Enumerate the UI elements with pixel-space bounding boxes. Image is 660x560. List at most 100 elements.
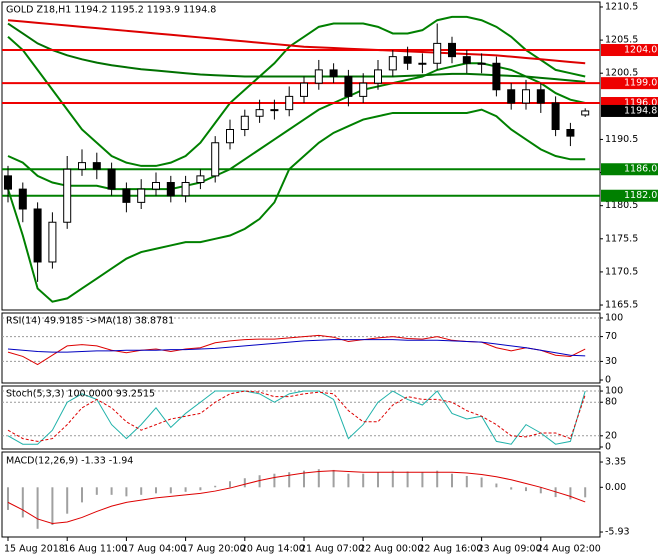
- histogram-bar: [184, 487, 187, 492]
- candle-body: [314, 69, 323, 84]
- y-tick-label: 100: [605, 386, 623, 397]
- histogram-bar: [258, 475, 261, 488]
- histogram-bar: [569, 487, 572, 500]
- candle-body: [107, 168, 116, 190]
- overlay-line: [7, 19, 586, 65]
- candle-body: [78, 162, 86, 170]
- candle-body: [433, 42, 442, 64]
- histogram-bar: [317, 469, 320, 488]
- panel-frame: [1, 1, 601, 311]
- histogram-bar: [421, 472, 424, 488]
- y-tick-label: 100: [605, 312, 623, 323]
- histogram-bar: [584, 487, 587, 498]
- level-label-box: [601, 189, 658, 202]
- level-label: 1199.0: [624, 78, 657, 89]
- panel-title: MACD(12,26,9) -1.33 -1.94: [6, 456, 133, 467]
- x-tick-label: 20 Aug 14:00: [241, 544, 305, 555]
- candle-body: [507, 89, 516, 104]
- histogram-bar: [21, 487, 24, 518]
- panel-frame: [1, 451, 601, 538]
- x-tick-label: 16 Aug 11:00: [63, 544, 127, 555]
- candle-body: [255, 109, 264, 117]
- candle-body: [33, 208, 42, 263]
- candle-body: [63, 168, 72, 223]
- candle-body: [122, 188, 131, 203]
- y-tick-label: 70: [605, 331, 617, 342]
- y-tick-label: 1190.5: [605, 134, 638, 145]
- histogram-bar: [199, 487, 202, 491]
- candle-body: [329, 69, 338, 78]
- histogram-bar: [125, 487, 128, 497]
- candle-body: [477, 62, 486, 65]
- histogram-bar: [510, 487, 513, 490]
- histogram-bar: [36, 487, 39, 529]
- histogram-bar: [406, 471, 409, 488]
- histogram-bar: [140, 487, 143, 495]
- y-tick-label: 20: [605, 430, 617, 441]
- histogram-bar: [525, 487, 527, 492]
- y-tick-label: 0.00: [605, 482, 626, 493]
- candle-body: [240, 115, 249, 131]
- chart-title: GOLD Z18,H1 1194.2 1195.2 1193.9 1194.8: [6, 5, 216, 16]
- x-tick-label: 15 Aug 2018: [4, 544, 65, 555]
- y-tick-label: 80: [605, 397, 617, 408]
- histogram-bar: [377, 472, 379, 488]
- x-tick-label: 17 Aug 04:00: [122, 544, 186, 555]
- candle-body: [374, 69, 382, 84]
- x-tick-label: 24 Aug 02:00: [537, 544, 601, 555]
- histogram-bar: [243, 478, 246, 488]
- histogram-bar: [288, 472, 291, 488]
- histogram-bar: [436, 470, 439, 488]
- histogram-bar: [214, 485, 217, 488]
- level-label-box: [601, 163, 658, 176]
- histogram-bar: [347, 473, 350, 488]
- panel-frame: [1, 312, 601, 384]
- candle-body: [181, 181, 190, 197]
- panel-title: Stoch(5,3,3) 100.0000 93.2515: [6, 389, 155, 400]
- overlay-line: [7, 108, 586, 303]
- panel-frame: [1, 385, 601, 450]
- histogram-bar: [539, 487, 542, 494]
- candle-body: [551, 102, 560, 131]
- price-label: 1194.8: [624, 105, 657, 116]
- y-tick-label: 1175.5: [605, 233, 638, 244]
- histogram-bar: [332, 469, 335, 488]
- candle-body: [48, 221, 57, 263]
- overlay-line: [7, 22, 586, 83]
- histogram-bar: [303, 470, 305, 488]
- candle-body: [566, 129, 575, 137]
- candle-body: [211, 142, 220, 177]
- y-tick-label: 1200.5: [605, 68, 638, 79]
- candle-body: [418, 62, 427, 65]
- histogram-bar: [155, 487, 157, 494]
- histogram-bar: [362, 473, 365, 488]
- overlay-line: [7, 15, 586, 167]
- histogram-bar: [7, 487, 9, 510]
- level-label-box: [601, 77, 658, 90]
- candle-body: [92, 162, 101, 170]
- candle-body: [536, 89, 545, 104]
- indicator-line: [7, 339, 586, 357]
- candle-body: [270, 109, 279, 112]
- y-tick-label: 1170.5: [605, 266, 638, 277]
- x-tick-label: 21 Aug 07:00: [300, 544, 364, 555]
- candle-body: [522, 89, 530, 104]
- candle-body: [462, 56, 471, 64]
- level-label: 1186.0: [624, 164, 657, 175]
- histogram-bar: [169, 487, 172, 494]
- candle-body: [581, 110, 590, 116]
- candle-body: [18, 188, 27, 210]
- histogram-bar: [495, 483, 498, 488]
- indicator-line: [7, 390, 586, 445]
- candle-body: [403, 56, 412, 64]
- y-tick-label: 3.35: [605, 457, 626, 468]
- histogram-bar: [451, 473, 453, 488]
- y-tick-label: 1165.5: [605, 300, 638, 311]
- histogram-bar: [273, 473, 276, 488]
- y-tick-label: 30: [605, 356, 617, 367]
- histogram-bar: [95, 487, 98, 495]
- candle-body: [285, 95, 294, 111]
- histogram-bar: [81, 487, 83, 503]
- histogram-bar: [110, 487, 113, 495]
